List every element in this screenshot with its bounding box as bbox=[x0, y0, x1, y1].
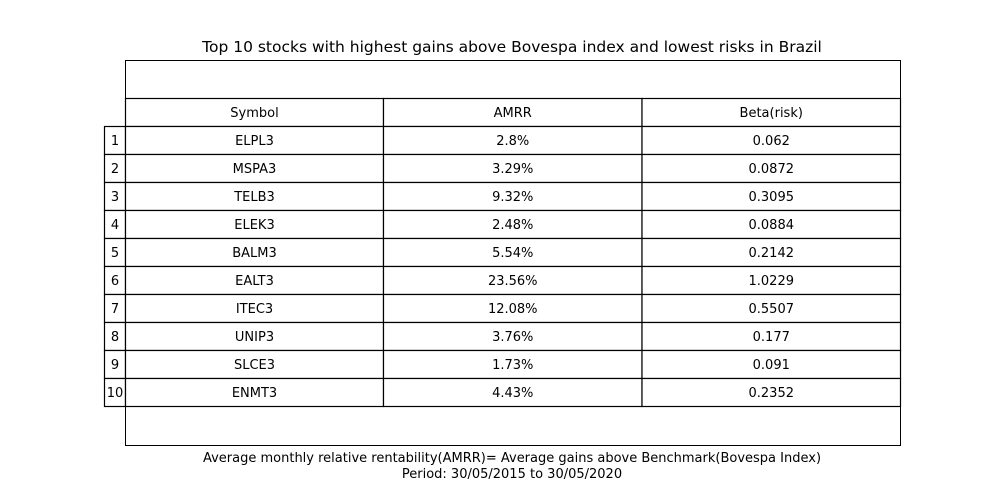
table-cell: 1.73% bbox=[492, 358, 533, 373]
column-header: Symbol bbox=[230, 106, 278, 121]
table-cell-border bbox=[641, 293, 902, 324]
footnote-line-1: Average monthly relative rentability(AMR… bbox=[203, 451, 821, 466]
row-label: 8 bbox=[111, 330, 119, 345]
table-cell: EALT3 bbox=[235, 274, 274, 289]
table-cell: 0.5507 bbox=[749, 302, 795, 317]
table-cell: 1.0229 bbox=[749, 274, 795, 289]
table-cell: 9.32% bbox=[492, 190, 533, 205]
table-cell: TELB3 bbox=[233, 190, 275, 205]
table-cell: SLCE3 bbox=[234, 358, 275, 373]
table-cell: 0.3095 bbox=[749, 190, 795, 205]
table-cell: UNIP3 bbox=[235, 330, 274, 345]
table-cell: 0.091 bbox=[753, 358, 790, 373]
table-cell-border bbox=[641, 377, 902, 408]
table-cell: ENMT3 bbox=[232, 386, 277, 401]
table-cell: 0.0872 bbox=[749, 162, 795, 177]
row-label: 5 bbox=[111, 246, 119, 261]
table-cell: MSPA3 bbox=[233, 162, 277, 177]
row-label: 3 bbox=[111, 190, 119, 205]
column-header-border bbox=[382, 97, 643, 128]
column-header-border bbox=[641, 97, 902, 128]
table-cell: 0.062 bbox=[753, 134, 790, 149]
table-cell-border bbox=[382, 293, 643, 324]
table-cell-border bbox=[124, 237, 385, 268]
table-cell-border bbox=[382, 153, 643, 184]
table-cell: 4.43% bbox=[492, 386, 533, 401]
column-header: Beta(risk) bbox=[740, 106, 803, 121]
table-cell: BALM3 bbox=[232, 246, 277, 261]
table-cell-border bbox=[641, 181, 902, 212]
row-label: 10 bbox=[107, 386, 124, 401]
table-cell-border bbox=[382, 209, 643, 240]
row-label: 1 bbox=[111, 134, 119, 149]
table-cell: 0.0884 bbox=[749, 218, 795, 233]
data-table: Symbol AMRR Beta(risk) 1 ELPL3 2.8% 0.062 2 MSPA… bbox=[103, 97, 902, 408]
table-cell: 0.2142 bbox=[749, 246, 795, 261]
table-cell-border bbox=[124, 265, 385, 296]
table-cell: 0.177 bbox=[753, 330, 790, 345]
table-cell-border bbox=[382, 237, 643, 268]
table-cell-border bbox=[382, 181, 643, 212]
table-cell-border bbox=[382, 265, 643, 296]
table-cell: 2.48% bbox=[492, 218, 533, 233]
table-cell-border bbox=[641, 209, 902, 240]
table-cell-border bbox=[124, 153, 385, 184]
table-cell-border bbox=[382, 125, 643, 156]
row-label: 4 bbox=[111, 218, 119, 233]
table-cell: 2.8% bbox=[496, 134, 529, 149]
table-cell: ITEC3 bbox=[236, 302, 273, 317]
row-label: 6 bbox=[111, 274, 119, 289]
row-label: 7 bbox=[111, 302, 119, 317]
column-header: AMRR bbox=[494, 106, 532, 121]
table-cell: ELPL3 bbox=[235, 134, 274, 149]
row-label: 9 bbox=[111, 358, 119, 373]
table-cell: 5.54% bbox=[492, 246, 533, 261]
table-cell-border bbox=[641, 237, 902, 268]
table-cell-border bbox=[641, 153, 902, 184]
footnote-line-2: Period: 30/05/2015 to 30/05/2020 bbox=[402, 467, 622, 482]
table-cell-border bbox=[124, 377, 385, 408]
table-cell-border bbox=[641, 265, 902, 296]
table-cell: ELEK3 bbox=[234, 218, 274, 233]
table-title: Top 10 stocks with highest gains above B… bbox=[201, 38, 822, 56]
table-cell: 3.29% bbox=[492, 162, 533, 177]
table-cell: 0.2352 bbox=[749, 386, 795, 401]
table-cell: 12.08% bbox=[488, 302, 538, 317]
table-cell-border bbox=[124, 293, 385, 324]
table-cell: 23.56% bbox=[488, 274, 538, 289]
table-cell-border bbox=[124, 181, 385, 212]
row-label: 2 bbox=[111, 162, 119, 177]
table-cell: 3.76% bbox=[492, 330, 533, 345]
table-cell-border bbox=[124, 321, 385, 352]
